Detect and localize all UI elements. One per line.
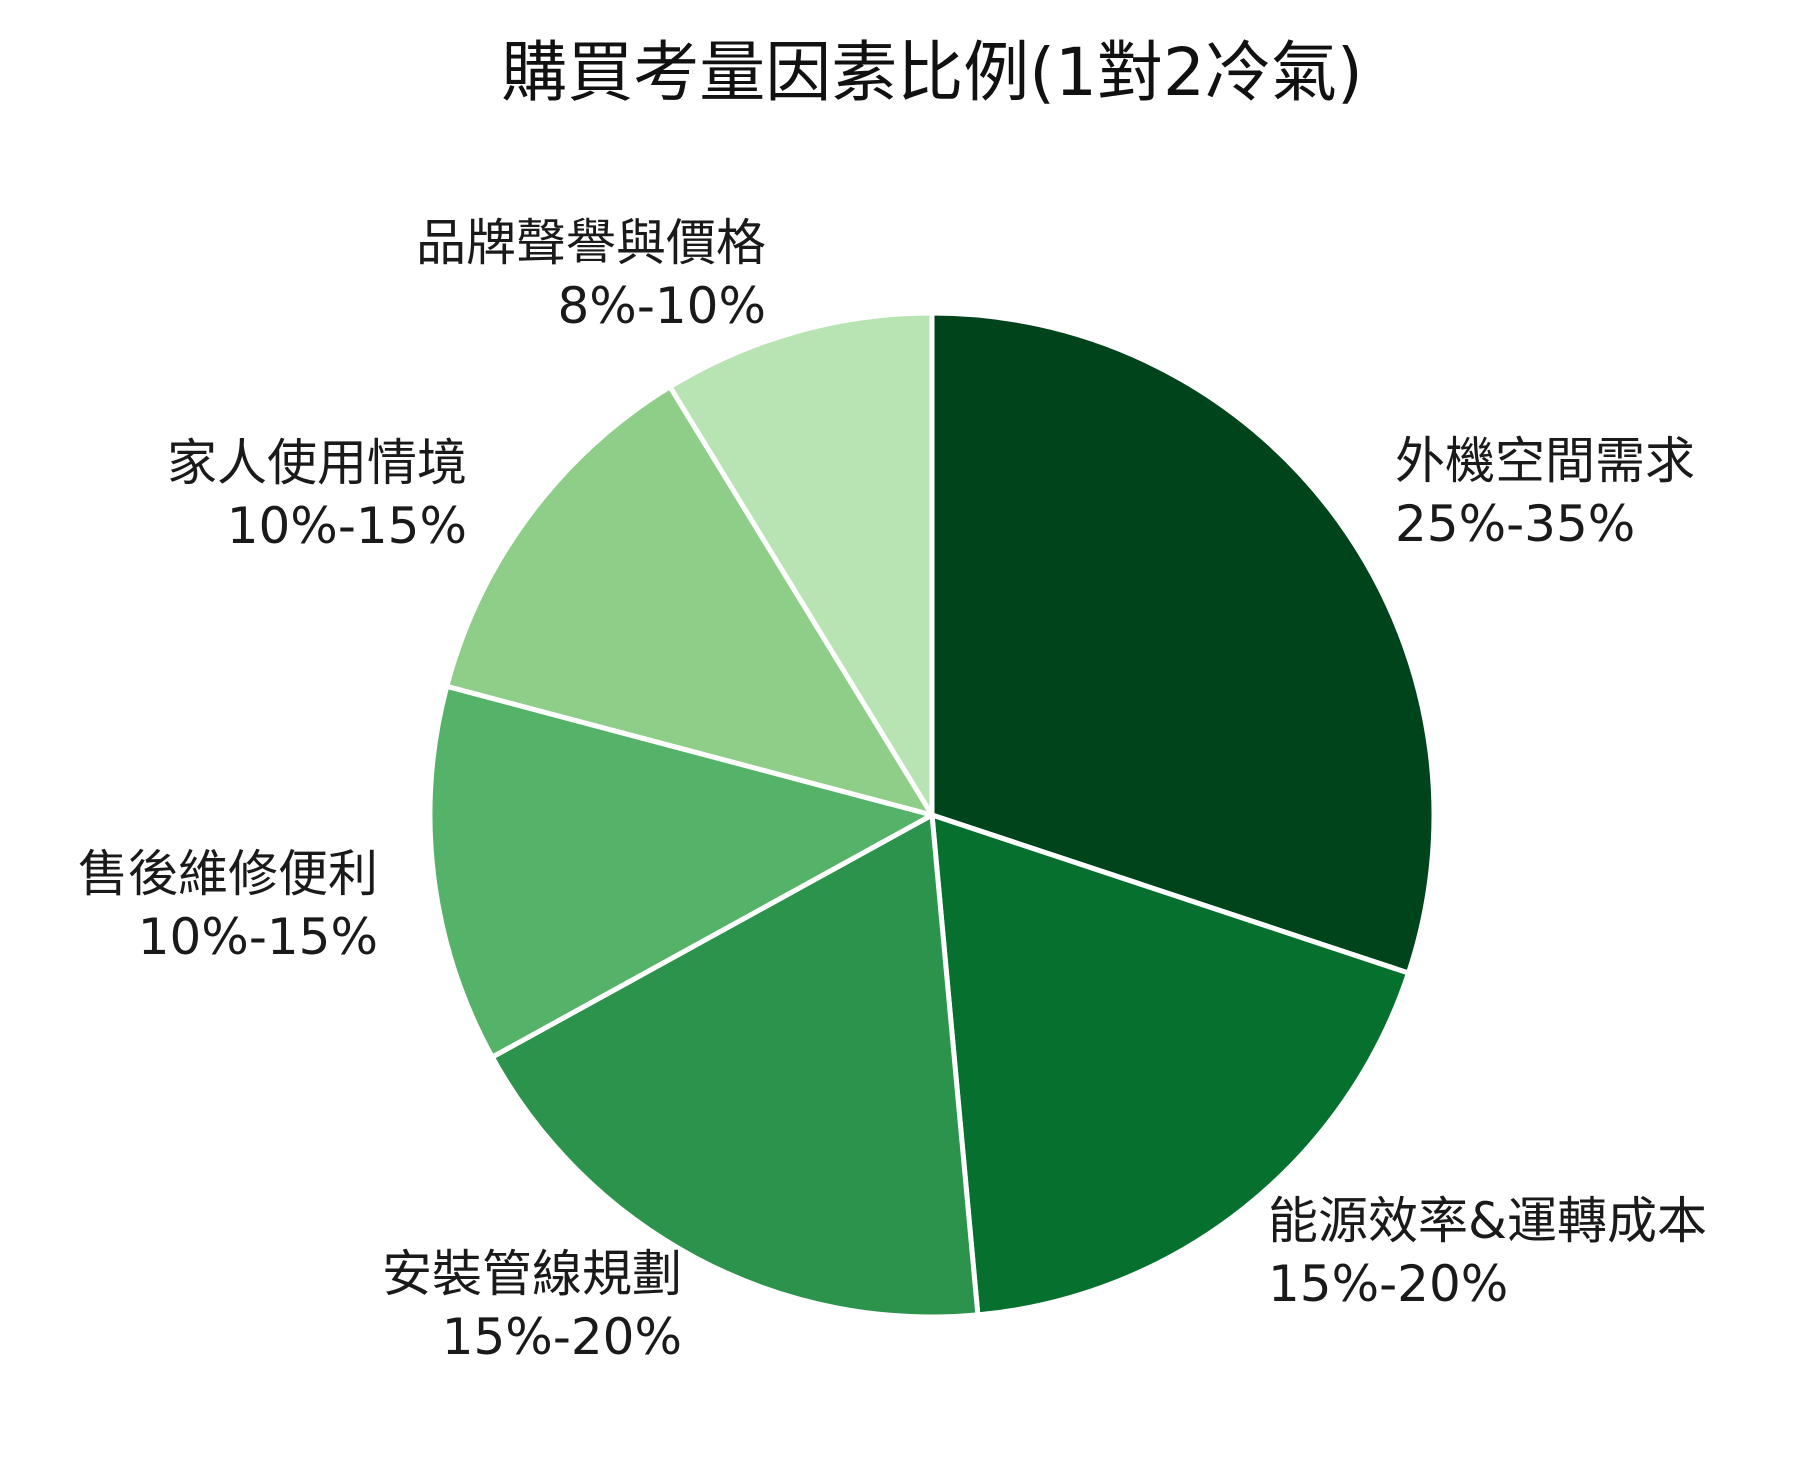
pie-slice [444,384,935,818]
pie-slice [427,683,935,1060]
slice-label-name: 家人使用情境 [167,434,467,492]
slice-label-name: 安裝管線規劃 [382,1245,682,1303]
slice-label-name: 外機空間需求 [1395,432,1695,490]
slice-label-name: 能源效率&運轉成本 [1268,1192,1707,1250]
slice-label-range: 25%-35% [1395,495,1635,553]
slice-label-range: 15%-20% [442,1308,682,1366]
chart-title: 購買考量因素比例(1對2冷氣) [501,34,1362,111]
slice-label-name: 品牌聲譽與價格 [416,214,766,272]
slice-label-range: 10%-15% [227,497,467,555]
pie-slices [427,310,1437,1320]
pie-slice [929,310,1437,976]
slice-labels: 外機空間需求25%-35%能源效率&運轉成本15%-20%安裝管線規劃15%-2… [78,214,1707,1366]
slice-label-range: 10%-15% [138,908,378,966]
slice-label-name: 售後維修便利 [78,845,378,903]
slice-label-range: 15%-20% [1268,1255,1508,1313]
slice-label-range: 8%-10% [558,277,767,335]
pie-slice [667,310,935,818]
pie-slice [489,812,981,1320]
pie-slice [929,812,1411,1318]
